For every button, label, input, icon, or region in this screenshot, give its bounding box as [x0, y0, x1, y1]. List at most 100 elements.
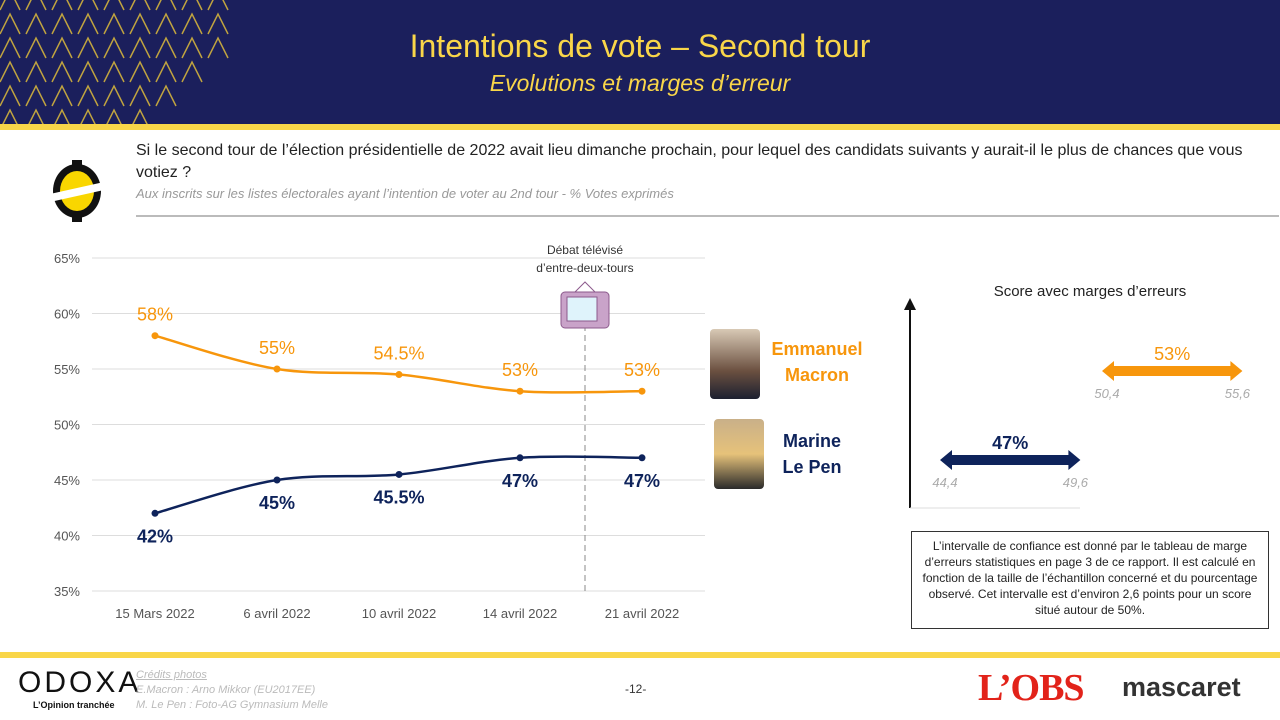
data-point [516, 387, 524, 395]
chevron-mark [155, 60, 177, 83]
chevron-mark [103, 12, 125, 35]
credit-macron: E.Macron : Arno Mikkor (EU2017EE) [136, 684, 316, 696]
data-point [151, 509, 159, 517]
chevron-mark [0, 0, 21, 11]
data-label: 45.5% [373, 487, 424, 507]
chevron-mark [129, 84, 151, 107]
chevron-mark [25, 84, 47, 107]
x-tick-label: 6 avril 2022 [243, 606, 310, 621]
data-point [395, 470, 403, 478]
candidate-macron: Emmanuel Macron [762, 336, 872, 388]
credit-lepen: M. Le Pen : Foto-AG Gymnasium Melle [136, 699, 328, 711]
chevron-mark [25, 12, 47, 35]
macron-photo [710, 329, 760, 399]
chevron-mark [77, 36, 99, 59]
chevron-mark [207, 36, 229, 59]
score-label: 47% [992, 433, 1028, 453]
chevron-mark [155, 84, 177, 107]
y-tick-label: 35% [54, 584, 80, 599]
survey-base: Aux inscrits sur les listes électorales … [136, 186, 674, 201]
data-point [273, 476, 281, 484]
chevron-mark [0, 84, 21, 107]
chevron-mark [28, 108, 44, 124]
chevron-mark [106, 108, 122, 124]
low-bound-label: 50,4 [1094, 386, 1119, 401]
chevron-mark [25, 0, 47, 11]
chevron-mark [0, 36, 21, 59]
low-bound-label: 44,4 [932, 475, 957, 490]
candidate-first-name: Marine [782, 431, 842, 451]
data-label: 58% [137, 305, 173, 325]
chevron-mark [2, 108, 18, 124]
chevron-mark [51, 36, 73, 59]
tv-screen [566, 296, 598, 322]
data-label: 53% [624, 360, 660, 380]
data-point [395, 371, 403, 379]
chevron-mark [103, 84, 125, 107]
chevron-mark [181, 12, 203, 35]
chevron-mark [207, 12, 229, 35]
chevron-mark [207, 0, 229, 11]
chevron-mark [77, 60, 99, 83]
chevron-mark [51, 12, 73, 35]
data-label: 55% [259, 338, 295, 358]
error-arrow [940, 450, 1081, 470]
data-label: 54.5% [373, 344, 424, 364]
chevron-mark [155, 36, 177, 59]
chevron-mark [0, 60, 21, 83]
error-chart-title: Score avec marges d’erreurs [994, 283, 1187, 300]
chevron-mark [155, 12, 177, 35]
chevron-mark [77, 84, 99, 107]
divider [0, 124, 1280, 130]
score-label: 53% [1154, 344, 1190, 364]
data-label: 47% [502, 471, 538, 491]
chevron-mark [129, 36, 151, 59]
high-bound-label: 49,6 [1063, 475, 1089, 490]
lobs-logo: L’OBS [978, 667, 1085, 709]
y-tick-label: 55% [54, 362, 80, 377]
lepen-photo [714, 419, 764, 489]
chevron-mark [80, 108, 96, 124]
chevron-mark [103, 36, 125, 59]
chevron-mark [51, 0, 73, 11]
page-title: Intentions de vote – Second tour [409, 28, 871, 64]
photo-credits: Crédits photos E.Macron : Arno Mikkor (E… [136, 668, 328, 713]
error-arrow [1102, 361, 1243, 381]
high-bound-label: 55,6 [1225, 386, 1251, 401]
y-tick-label: 60% [54, 307, 80, 322]
y-axis-arrow [904, 298, 916, 310]
divider [0, 652, 1280, 658]
chevron-mark [181, 36, 203, 59]
x-tick-label: 10 avril 2022 [362, 606, 436, 621]
candidate-last-name: Le Pen [782, 457, 842, 477]
chevron-mark [51, 60, 73, 83]
data-label: 53% [502, 360, 538, 380]
chevron-mark [181, 60, 203, 83]
chevron-mark [77, 0, 99, 11]
survey-question: Si le second tour de l’élection présiden… [136, 142, 1243, 181]
page-subtitle: Evolutions et marges d’erreur [489, 70, 791, 96]
data-point [151, 332, 159, 340]
chevron-mark [129, 0, 151, 11]
y-tick-label: 40% [54, 529, 80, 544]
chevron-mark [129, 60, 151, 83]
line-chart: 35% 40% 45% 50% 55% 60% 65% 15 Mars 2022 6 avril… [54, 243, 705, 621]
data-point [516, 454, 524, 462]
page-number: -12- [625, 682, 647, 696]
x-tick-label: 21 avril 2022 [605, 606, 679, 621]
candidate-first-name: Emmanuel [771, 339, 863, 359]
y-tick-label: 65% [54, 251, 80, 266]
odoxa-tagline: L’Opinion tranchée [33, 700, 115, 710]
chevron-mark [54, 108, 70, 124]
chevron-mark [25, 60, 47, 83]
chevron-pattern [0, 0, 229, 124]
x-tick-label: 15 Mars 2022 [115, 606, 195, 621]
credits-title: Crédits photos [136, 669, 207, 681]
chevron-mark [132, 108, 148, 124]
confidence-note: L’intervalle de confiance est donné par … [911, 531, 1269, 629]
y-tick-label: 50% [54, 418, 80, 433]
mascaret-logo: mascaret [1122, 672, 1241, 702]
chevron-mark [155, 0, 177, 11]
data-label: 45% [259, 493, 295, 513]
chevron-mark [51, 84, 73, 107]
